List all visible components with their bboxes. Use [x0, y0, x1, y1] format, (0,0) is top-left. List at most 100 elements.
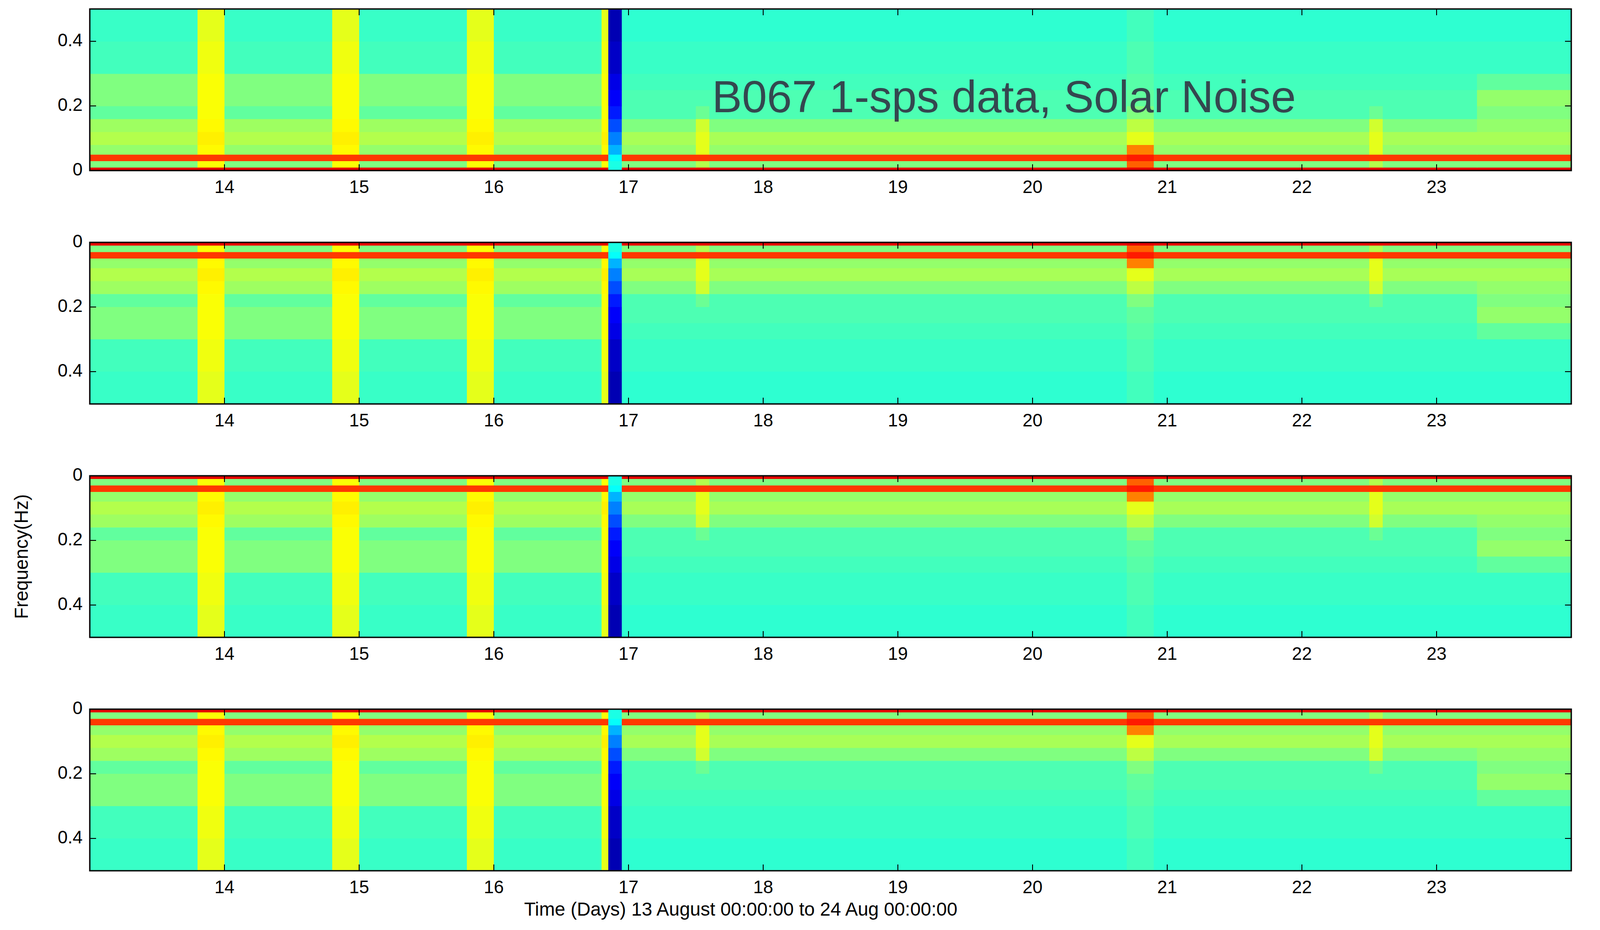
cell — [608, 154, 623, 162]
cell — [197, 747, 225, 761]
cell — [1476, 307, 1572, 324]
cell — [1126, 725, 1155, 736]
cell — [466, 501, 495, 515]
x-tick — [1301, 397, 1303, 405]
cell — [709, 41, 1128, 75]
cell — [1126, 479, 1155, 486]
cell — [1126, 540, 1155, 558]
cell — [466, 371, 495, 405]
cell — [709, 485, 1128, 493]
cell — [224, 307, 333, 324]
cell — [601, 154, 609, 162]
cell — [601, 838, 609, 871]
cell — [1153, 838, 1370, 871]
cell — [1153, 806, 1370, 840]
cell — [1382, 501, 1478, 515]
cell — [601, 371, 609, 405]
cell — [359, 514, 468, 528]
cell — [695, 258, 710, 269]
cell — [1369, 760, 1384, 774]
cell — [197, 131, 225, 146]
cell — [1382, 258, 1478, 269]
cell — [197, 501, 225, 515]
cell — [493, 8, 603, 42]
cell — [1476, 735, 1572, 749]
cell — [332, 245, 360, 253]
cell — [493, 252, 603, 260]
cell — [466, 514, 495, 528]
cell — [332, 479, 360, 486]
cell — [1369, 725, 1384, 736]
cell — [1369, 339, 1384, 373]
cell — [89, 252, 198, 260]
cell — [1369, 294, 1384, 308]
x-tick — [1032, 631, 1033, 638]
cell — [332, 307, 360, 324]
cell — [1126, 556, 1155, 574]
cell — [1476, 89, 1572, 107]
cell — [493, 258, 603, 269]
cell — [1476, 160, 1572, 168]
x-tick — [762, 864, 764, 871]
cell — [89, 492, 198, 502]
cell — [224, 735, 333, 749]
x-tick — [358, 164, 360, 171]
cell — [466, 527, 495, 541]
cell — [1369, 307, 1384, 324]
cell — [493, 838, 603, 871]
cell — [332, 514, 360, 528]
cell — [601, 307, 609, 324]
cell — [224, 73, 333, 91]
cell — [466, 747, 495, 761]
cell — [709, 735, 1128, 749]
cell — [89, 556, 198, 574]
cell — [197, 105, 225, 119]
cell — [709, 760, 1128, 774]
x-tick-label: 19 — [887, 410, 909, 431]
cell — [224, 514, 333, 528]
cell — [1476, 252, 1572, 260]
cell — [1126, 719, 1155, 726]
cell — [621, 719, 697, 726]
x-tick — [897, 397, 899, 405]
x-tick — [1166, 8, 1168, 16]
cell — [466, 556, 495, 574]
cell — [1126, 806, 1155, 840]
cell — [601, 41, 609, 75]
x-tick-label: 14 — [214, 643, 235, 664]
cell — [359, 605, 468, 638]
cell — [1476, 258, 1572, 269]
x-tick — [224, 8, 225, 16]
cell — [493, 485, 603, 493]
x-tick — [358, 475, 360, 483]
cell — [621, 73, 697, 91]
x-tick — [762, 8, 764, 16]
cell — [695, 527, 710, 541]
cell — [608, 514, 623, 528]
cell — [709, 540, 1128, 558]
cell — [601, 144, 609, 155]
cell — [695, 735, 710, 749]
cell — [1126, 572, 1155, 606]
cell — [621, 725, 697, 736]
cell — [89, 747, 198, 761]
cell — [466, 8, 495, 42]
cell — [695, 719, 710, 726]
cell — [601, 8, 609, 42]
cell — [89, 479, 198, 486]
cell — [695, 89, 710, 107]
x-tick-label: 14 — [214, 877, 235, 897]
cell — [695, 294, 710, 308]
cell — [89, 339, 198, 373]
cell — [1476, 245, 1572, 253]
y-tick-label: 0.4 — [57, 827, 83, 848]
x-tick-label: 19 — [887, 643, 909, 664]
cell — [493, 131, 603, 146]
cell — [466, 160, 495, 168]
cell — [89, 514, 198, 528]
cell — [1369, 118, 1384, 132]
x-tick — [1166, 242, 1168, 249]
cell — [608, 790, 623, 807]
cell — [1476, 790, 1572, 807]
y-tick-label: 0.2 — [57, 295, 83, 316]
